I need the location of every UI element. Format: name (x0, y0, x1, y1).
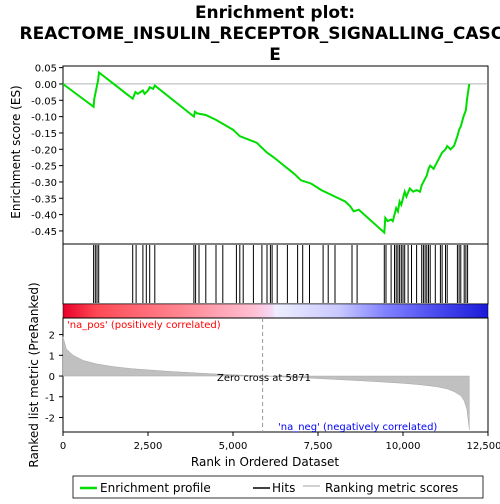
es-panel-frame (63, 66, 488, 244)
es-ytick-label: -0.30 (31, 178, 57, 189)
legend: Enrichment profile Hits Ranking metric s… (73, 476, 483, 498)
metric-yticks: 2 1 0 -1 -2 (45, 331, 63, 425)
legend-label-metric: Ranking metric scores (325, 481, 458, 495)
chart-title-line-1: Enrichment plot: (195, 3, 355, 23)
pos-correlated-label: 'na_pos' (positively correlated) (67, 320, 221, 331)
x-tick-label: 0 (60, 441, 66, 452)
metric-ytick-label: -2 (45, 413, 55, 424)
es-ytick-label: -0.20 (31, 145, 57, 156)
es-ytick-label: 0.00 (35, 80, 57, 91)
x-axis-ticks: 0 2,500 5,000 7,500 10,000 12,500 (60, 432, 500, 452)
chart-title-line-2: REACTOME_INSULIN_RECEPTOR_SIGNALLING_CAS… (20, 24, 500, 44)
metric-ytick-label: 2 (49, 331, 55, 342)
rank-heatmap-bar (63, 304, 488, 318)
metric-y-axis-label: Ranked list metric (PreRanked) (27, 282, 41, 467)
zero-cross-label: Zero cross at 5871 (217, 373, 311, 384)
metric-ytick-label: 0 (49, 372, 55, 383)
legend-label-profile: Enrichment profile (100, 481, 211, 495)
ranked-metric-panel: 2 1 0 -1 -2 'na_pos' (positively correlated)… (45, 318, 488, 433)
metric-ytick-label: 1 (49, 351, 55, 362)
es-ytick-label: -0.35 (31, 194, 57, 205)
hits-panel (63, 244, 488, 304)
x-tick-label: 10,000 (386, 441, 421, 452)
x-axis-label: Rank in Ordered Dataset (191, 455, 339, 469)
x-tick-label: 2,500 (134, 441, 163, 452)
es-ytick-label: -0.40 (31, 211, 57, 222)
enrichment-score-panel: 0.05 0.00 -0.05 -0.10 -0.15 -0.20 -0.25 -0.30 -0… (31, 64, 488, 244)
chart-title-line-3: E (269, 45, 281, 65)
es-ytick-label: -0.15 (31, 129, 57, 140)
legend-label-hits: Hits (272, 481, 295, 495)
hits-panel-frame (63, 244, 488, 304)
es-ytick-label: 0.05 (35, 64, 57, 75)
x-tick-label: 7,500 (304, 441, 333, 452)
es-yticks: 0.05 0.00 -0.05 -0.10 -0.15 -0.20 -0.25 -0.30 -0… (31, 64, 63, 238)
x-tick-label: 12,500 (467, 441, 500, 452)
x-tick-label: 5,000 (219, 441, 248, 452)
neg-correlated-label: 'na_neg' (negatively correlated) (278, 422, 437, 433)
es-ytick-label: -0.10 (31, 113, 57, 124)
es-ytick-label: -0.05 (31, 96, 57, 107)
es-y-axis-label: Enrichment score (ES) (9, 85, 23, 218)
es-ytick-label: -0.45 (31, 227, 57, 238)
metric-ytick-label: -1 (45, 393, 55, 404)
es-ytick-label: -0.25 (31, 162, 57, 173)
